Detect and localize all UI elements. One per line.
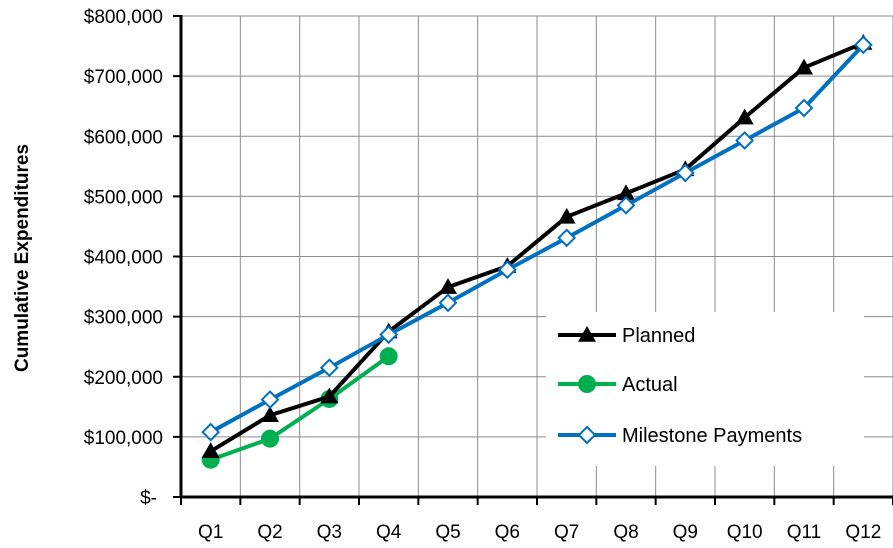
data-point	[675, 163, 695, 183]
y-axis-title: Cumulative Expenditures	[12, 144, 33, 372]
data-point	[557, 228, 577, 248]
data-point	[735, 108, 754, 125]
legend-marker	[577, 425, 597, 445]
data-point	[201, 422, 221, 442]
series-group	[201, 34, 873, 469]
data-point	[616, 195, 636, 215]
data-point	[439, 278, 457, 294]
legend-item: Planned	[558, 325, 695, 347]
data-point	[201, 442, 220, 459]
data-point	[735, 131, 755, 150]
y-tick-label: $300,000	[84, 308, 163, 329]
x-tick-label: Q12	[845, 522, 881, 543]
x-tick-label: Q9	[673, 522, 698, 543]
legend: Planned Actual Milestone Payments	[546, 312, 864, 466]
x-tick-label: Q7	[554, 522, 579, 543]
legend-label: Actual	[622, 374, 678, 396]
data-point	[379, 325, 399, 345]
y-tick-label: $500,000	[84, 187, 163, 208]
axes	[173, 15, 893, 505]
data-point	[794, 98, 814, 118]
legend-marker	[578, 375, 596, 393]
legend-box	[546, 312, 864, 466]
y-tick-label: $700,000	[84, 67, 163, 88]
y-tick-labels: $- $100,000 $200,000 $300,000 $400,000 $500,0…	[84, 7, 163, 509]
data-point	[320, 387, 339, 404]
x-tick-label: Q1	[198, 522, 223, 543]
series-line	[209, 41, 865, 454]
x-tick-label: Q3	[317, 522, 342, 543]
data-point	[261, 406, 279, 422]
data-point	[617, 184, 635, 201]
y-tick-label: $-	[140, 488, 157, 509]
data-point	[795, 58, 813, 75]
data-point	[853, 35, 873, 55]
legend-item: Milestone Payments	[558, 425, 802, 447]
data-point	[379, 347, 398, 366]
legend-label: Planned	[622, 325, 695, 347]
x-tick-label: Q4	[376, 522, 402, 543]
legend-item: Actual	[558, 374, 678, 396]
y-tick-label: $100,000	[84, 428, 163, 449]
series-line	[209, 354, 390, 462]
grid-lines	[181, 15, 893, 497]
series-line	[209, 43, 865, 434]
data-point	[261, 429, 279, 448]
data-point	[557, 207, 576, 224]
legend-marker	[578, 326, 596, 342]
x-tick-label: Q11	[787, 522, 822, 543]
data-point	[438, 293, 458, 313]
x-tick-label: Q2	[257, 522, 282, 543]
data-point	[497, 260, 517, 280]
y-tick-label: $400,000	[84, 248, 163, 269]
y-tick-label: $800,000	[84, 7, 163, 28]
data-point	[319, 358, 339, 378]
x-tick-label: Q8	[613, 522, 638, 543]
x-tick-label: Q10	[727, 522, 763, 543]
legend-label: Milestone Payments	[622, 425, 802, 447]
x-tick-label: Q5	[435, 522, 460, 543]
data-point	[260, 390, 280, 410]
series-milestone-payments	[201, 35, 873, 442]
series-actual	[201, 347, 398, 469]
y-tick-label: $600,000	[84, 127, 163, 148]
x-tick-label: Q6	[495, 522, 520, 543]
x-tick-labels: Q1 Q2 Q3 Q4 Q5 Q6 Q7 Q8 Q9 Q10 Q11 Q12	[198, 522, 881, 543]
y-tick-label: $200,000	[84, 368, 163, 389]
